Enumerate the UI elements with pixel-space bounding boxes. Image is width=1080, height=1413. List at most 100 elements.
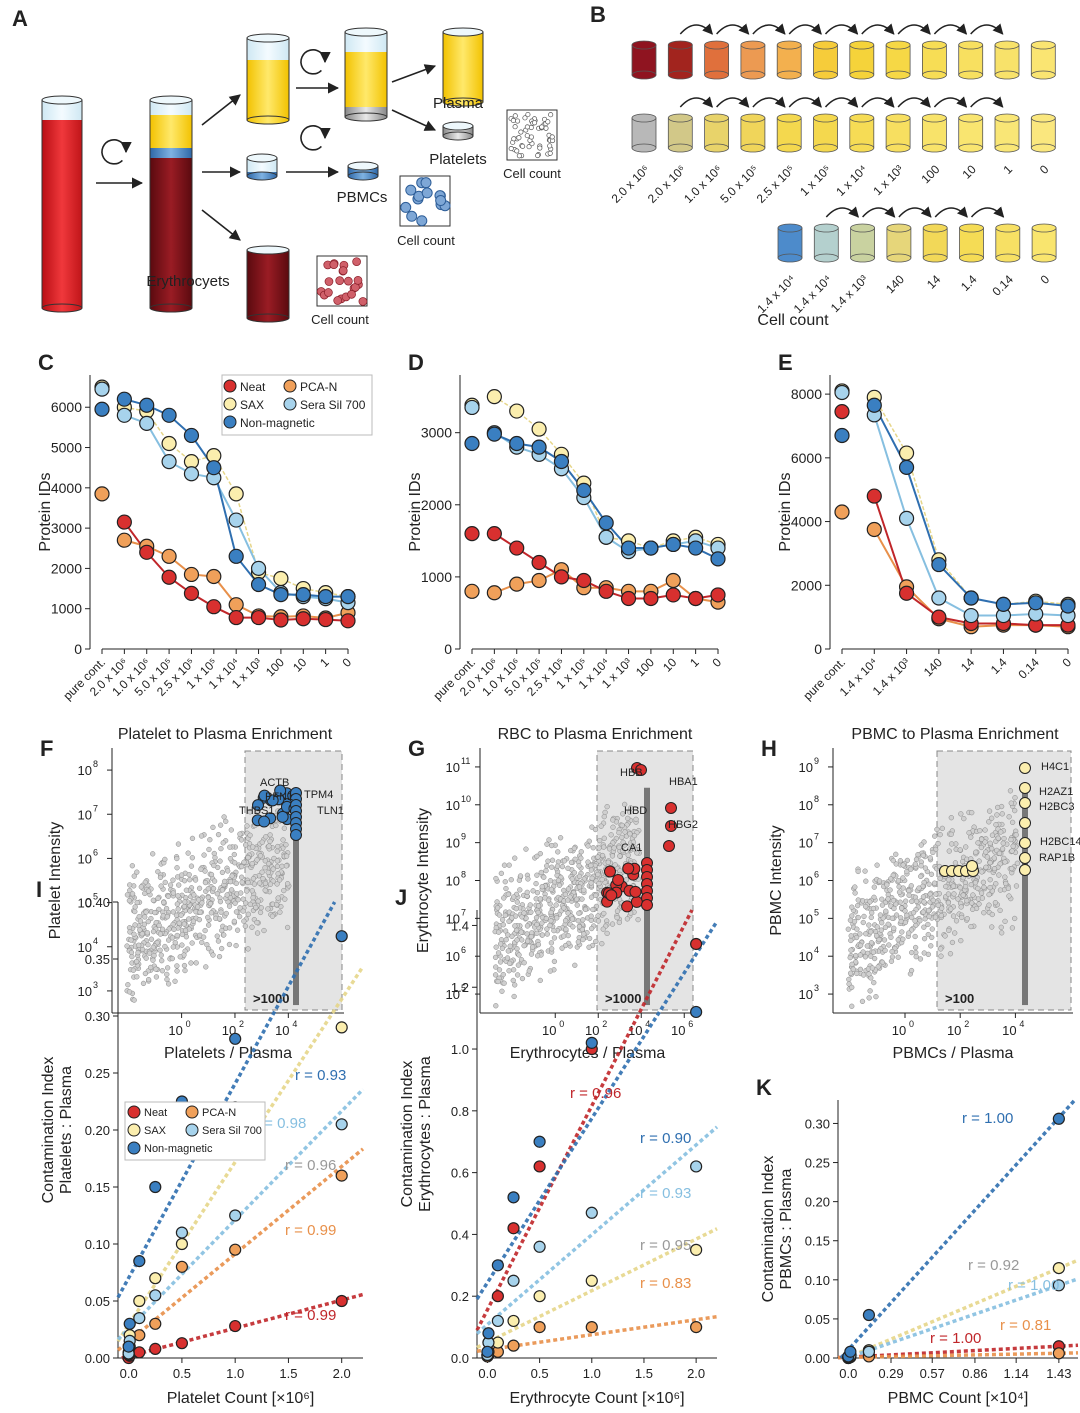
y-axis-label: Erythrocyte Intensity (415, 808, 432, 953)
protein-point (958, 811, 964, 817)
protein-point (276, 877, 283, 883)
protein-point (495, 978, 501, 985)
protein-point (920, 909, 926, 915)
protein-point (978, 890, 985, 896)
highlight-point (603, 865, 616, 878)
data-point (161, 569, 177, 585)
y-tick-exp: 6 (461, 945, 466, 955)
fit-line (839, 1098, 1077, 1360)
protein-point (217, 899, 224, 905)
protein-point (595, 913, 601, 919)
legend-label: Sera Sil 700 (202, 1125, 262, 1137)
protein-point (492, 954, 499, 961)
protein-point (882, 924, 889, 931)
y-tick-exp: 6 (93, 847, 98, 857)
x-tick-label: 10 (660, 655, 680, 675)
x-tick-label: 1 (687, 655, 702, 670)
x-tick-label: 0 (339, 655, 354, 670)
cell-count-label: Cell count (397, 233, 455, 248)
y-tick-exp: 11 (461, 756, 470, 766)
protein-point (857, 952, 864, 958)
protein-point (918, 863, 924, 869)
protein-point (601, 844, 607, 850)
protein-point (144, 930, 151, 936)
y-tick-label: 10 (799, 949, 813, 964)
data-point (866, 488, 882, 504)
legend-marker (223, 397, 237, 411)
y-tick-label: 0 (814, 641, 822, 657)
protein-point (205, 945, 212, 952)
protein-point (561, 933, 567, 939)
protein-point (846, 976, 852, 983)
tube-bottom (41, 303, 83, 313)
protein-point (879, 920, 885, 926)
data-point (576, 572, 592, 589)
r-label: r = 0.95 (640, 1237, 691, 1254)
protein-point (221, 814, 227, 820)
protein-point (950, 883, 957, 889)
tube-layer (345, 107, 387, 117)
protein-point (997, 887, 1004, 893)
platelet-dot (539, 124, 545, 130)
protein-point (175, 893, 181, 899)
tube-rim (149, 95, 193, 105)
protein-point (847, 954, 853, 961)
protein-point (507, 960, 513, 966)
fit-line (475, 909, 694, 1331)
protein-point (150, 928, 157, 935)
data-point (94, 486, 110, 502)
protein-point (528, 933, 534, 940)
protein-point (882, 947, 888, 954)
protein-point (162, 879, 168, 886)
protein-point (210, 824, 216, 831)
protein-point (126, 897, 133, 904)
protein-point (145, 918, 151, 925)
x-tick-label: 0 (1059, 655, 1074, 670)
protein-point (890, 857, 896, 864)
protein-point (968, 923, 974, 930)
cylinder-body (776, 117, 802, 149)
protein-point (849, 961, 855, 967)
protein-point (270, 866, 276, 872)
protein-point (214, 933, 220, 939)
protein-point (265, 869, 271, 876)
data-point (931, 609, 947, 625)
protein-point (224, 892, 230, 898)
protein-point (571, 870, 578, 876)
data-point (690, 1321, 703, 1334)
cylinder-body (958, 117, 984, 149)
protein-point (878, 927, 884, 933)
protein-point (510, 977, 516, 984)
cylinder-top (994, 40, 1020, 50)
y-tick-label: 0.40 (85, 895, 110, 910)
cylinder-body (922, 227, 948, 259)
protein-point (946, 877, 952, 883)
protein-point (242, 900, 249, 906)
data-point (116, 407, 132, 423)
tube-bottom (246, 313, 290, 323)
protein-point (620, 811, 626, 817)
protein-point (847, 917, 854, 923)
protein-point (219, 869, 226, 876)
protein-point (616, 919, 622, 926)
protein-point (146, 950, 153, 956)
protein-point (571, 845, 577, 851)
x-axis-label: Erythrocyte Count [×10⁶] (509, 1390, 684, 1407)
protein-point (927, 855, 933, 861)
protein-point (973, 849, 979, 855)
protein-point (176, 882, 182, 888)
data-point (116, 532, 132, 548)
protein-point (855, 914, 861, 921)
protein-point (232, 900, 238, 906)
tube-layer (150, 148, 192, 158)
data-point (139, 544, 155, 560)
tube-layer (247, 60, 289, 120)
protein-point (612, 862, 618, 868)
protein-point (854, 926, 860, 932)
protein-point (852, 890, 858, 896)
protein-point (849, 904, 855, 910)
protein-point (957, 847, 963, 853)
data-point (94, 401, 110, 417)
data-point (862, 1308, 876, 1322)
protein-point (981, 884, 987, 890)
